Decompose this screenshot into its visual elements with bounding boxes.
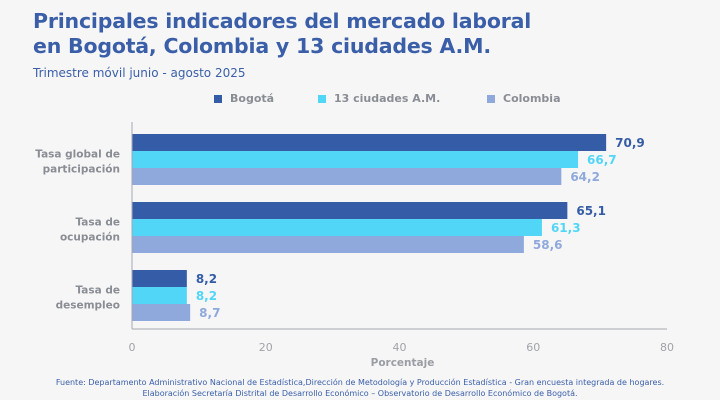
bar: [132, 219, 542, 236]
category-label: Tasa de: [75, 217, 120, 229]
legend-label-bogota: Bogotá: [230, 92, 275, 105]
bar: [132, 168, 562, 185]
data-label: 58,6: [533, 238, 563, 252]
x-tick-label: 0: [129, 341, 136, 354]
data-label: 8,2: [196, 272, 217, 286]
legend: Bogotá 13 ciudades A.M. Colombia: [0, 92, 720, 108]
bar: [132, 236, 524, 253]
bar: [132, 202, 568, 219]
data-label: 66,7: [587, 153, 617, 167]
category-label: Tasa global de: [35, 149, 120, 161]
category-label: participación: [43, 164, 120, 176]
x-tick-label: 60: [526, 341, 540, 354]
category-label: desempleo: [56, 300, 120, 312]
data-label: 61,3: [551, 221, 581, 235]
legend-swatch-13-ciudades: [318, 94, 326, 103]
data-label: 8,2: [196, 289, 217, 303]
legend-swatch-bogota: [214, 94, 222, 103]
category-label: ocupación: [60, 232, 120, 244]
source-note: Fuente: Departamento Administrativo Naci…: [0, 378, 720, 399]
legend-item-bogota: Bogotá: [214, 92, 274, 105]
bar: [132, 134, 607, 151]
category-label: Tasa de: [75, 285, 120, 297]
legend-item-13-ciudades: 13 ciudades A.M.: [318, 92, 440, 105]
bar: [132, 270, 187, 287]
data-label: 8,7: [199, 306, 220, 320]
bar: [132, 304, 191, 321]
source-line-2: Elaboración Secretaría Distrital de Desa…: [142, 388, 578, 398]
legend-label-13-ciudades: 13 ciudades A.M.: [334, 92, 441, 105]
chart-title-line-1: Principales indicadores del mercado labo…: [33, 9, 532, 33]
data-label: 64,2: [570, 170, 600, 184]
source-line-1: Fuente: Departamento Administrativo Naci…: [55, 378, 665, 387]
legend-swatch-colombia: [487, 94, 495, 103]
bar: [132, 151, 579, 168]
x-tick-label: 40: [393, 341, 407, 354]
chart-title-line-2: en Bogotá, Colombia y 13 ciudades A.M.: [33, 34, 491, 58]
legend-item-colombia: Colombia: [487, 92, 561, 105]
x-tick-label: 20: [259, 341, 273, 354]
chart-title: Principales indicadores del mercado labo…: [33, 9, 531, 59]
bar: [132, 287, 187, 304]
legend-label-colombia: Colombia: [503, 92, 561, 105]
x-axis-title: Porcentaje: [371, 357, 435, 369]
data-label: 65,1: [576, 204, 606, 218]
x-tick-label: 80: [660, 341, 674, 354]
data-label: 70,9: [615, 136, 645, 150]
chart-subtitle: Trimestre móvil junio - agosto 2025: [33, 66, 246, 80]
